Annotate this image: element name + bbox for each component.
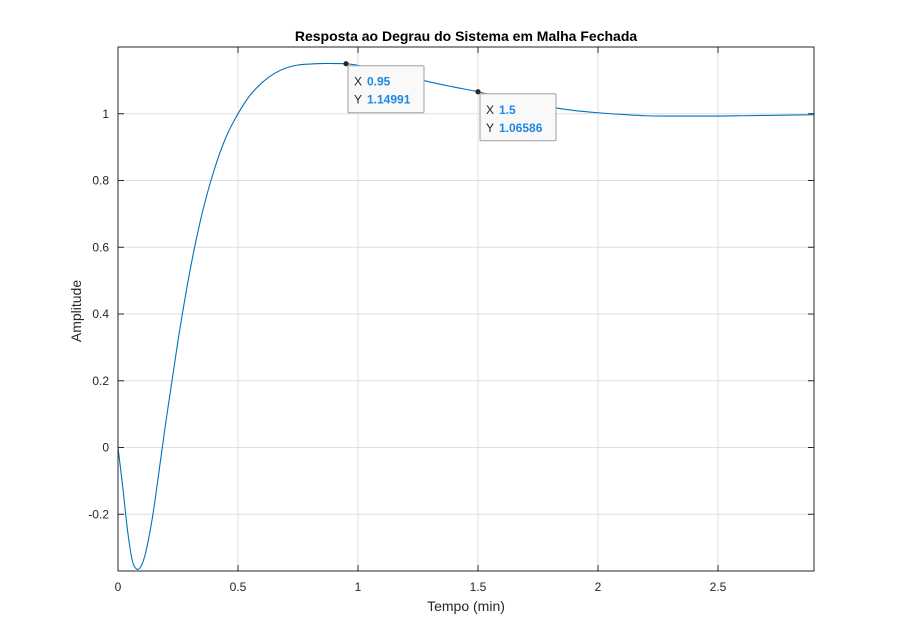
y-tick-label: 0 [102, 441, 109, 455]
plot-area [118, 47, 814, 571]
datatip-x-label: X [486, 103, 494, 117]
datatips-group: X 0.95 Y 1.14991 X 1.5 Y 1.06586 [343, 61, 557, 142]
datatip-x-value: 1.5 [499, 103, 516, 117]
y-axis-label: Amplitude [68, 280, 84, 342]
axes-box [117, 46, 815, 572]
datatip-box[interactable] [479, 93, 557, 142]
y-tick-label: 0.8 [92, 174, 109, 188]
x-tick-label: 2.5 [710, 580, 727, 594]
x-tick-label: 2 [595, 580, 602, 594]
y-tick-labels: -0.2 0 0.2 0.4 0.6 0.8 1 [88, 107, 109, 522]
datatip-x-value: 0.95 [367, 75, 391, 89]
datatip-box[interactable] [347, 65, 425, 114]
datatip-y-label: Y [486, 121, 494, 135]
x-tick-labels: 0 0.5 1 1.5 2 2.5 [115, 580, 727, 594]
datatip-y-label: Y [354, 93, 362, 107]
y-tick-label: 0.2 [92, 374, 109, 388]
x-tick-label: 1.5 [470, 580, 487, 594]
datatip-marker[interactable] [475, 89, 481, 95]
y-tick-label: 0.6 [92, 240, 109, 254]
x-axis-label: Tempo (min) [427, 598, 505, 614]
chart-title: Resposta ao Degrau do Sistema em Malha F… [295, 28, 638, 44]
datatip-x-label: X [354, 75, 362, 89]
datatip-y-value: 1.06586 [499, 121, 543, 135]
y-tick-label: -0.2 [88, 507, 109, 521]
datatip-marker[interactable] [343, 61, 349, 67]
y-tick-label: 1 [102, 107, 109, 121]
x-tick-label: 0.5 [230, 580, 247, 594]
series-group [117, 62, 815, 570]
y-tick-label: 0.4 [92, 307, 109, 321]
datatip-y-value: 1.14991 [367, 93, 411, 107]
x-tick-label: 1 [355, 580, 362, 594]
x-tick-label: 0 [115, 580, 122, 594]
grid-lines [117, 47, 814, 571]
series-line[interactable] [117, 62, 815, 570]
